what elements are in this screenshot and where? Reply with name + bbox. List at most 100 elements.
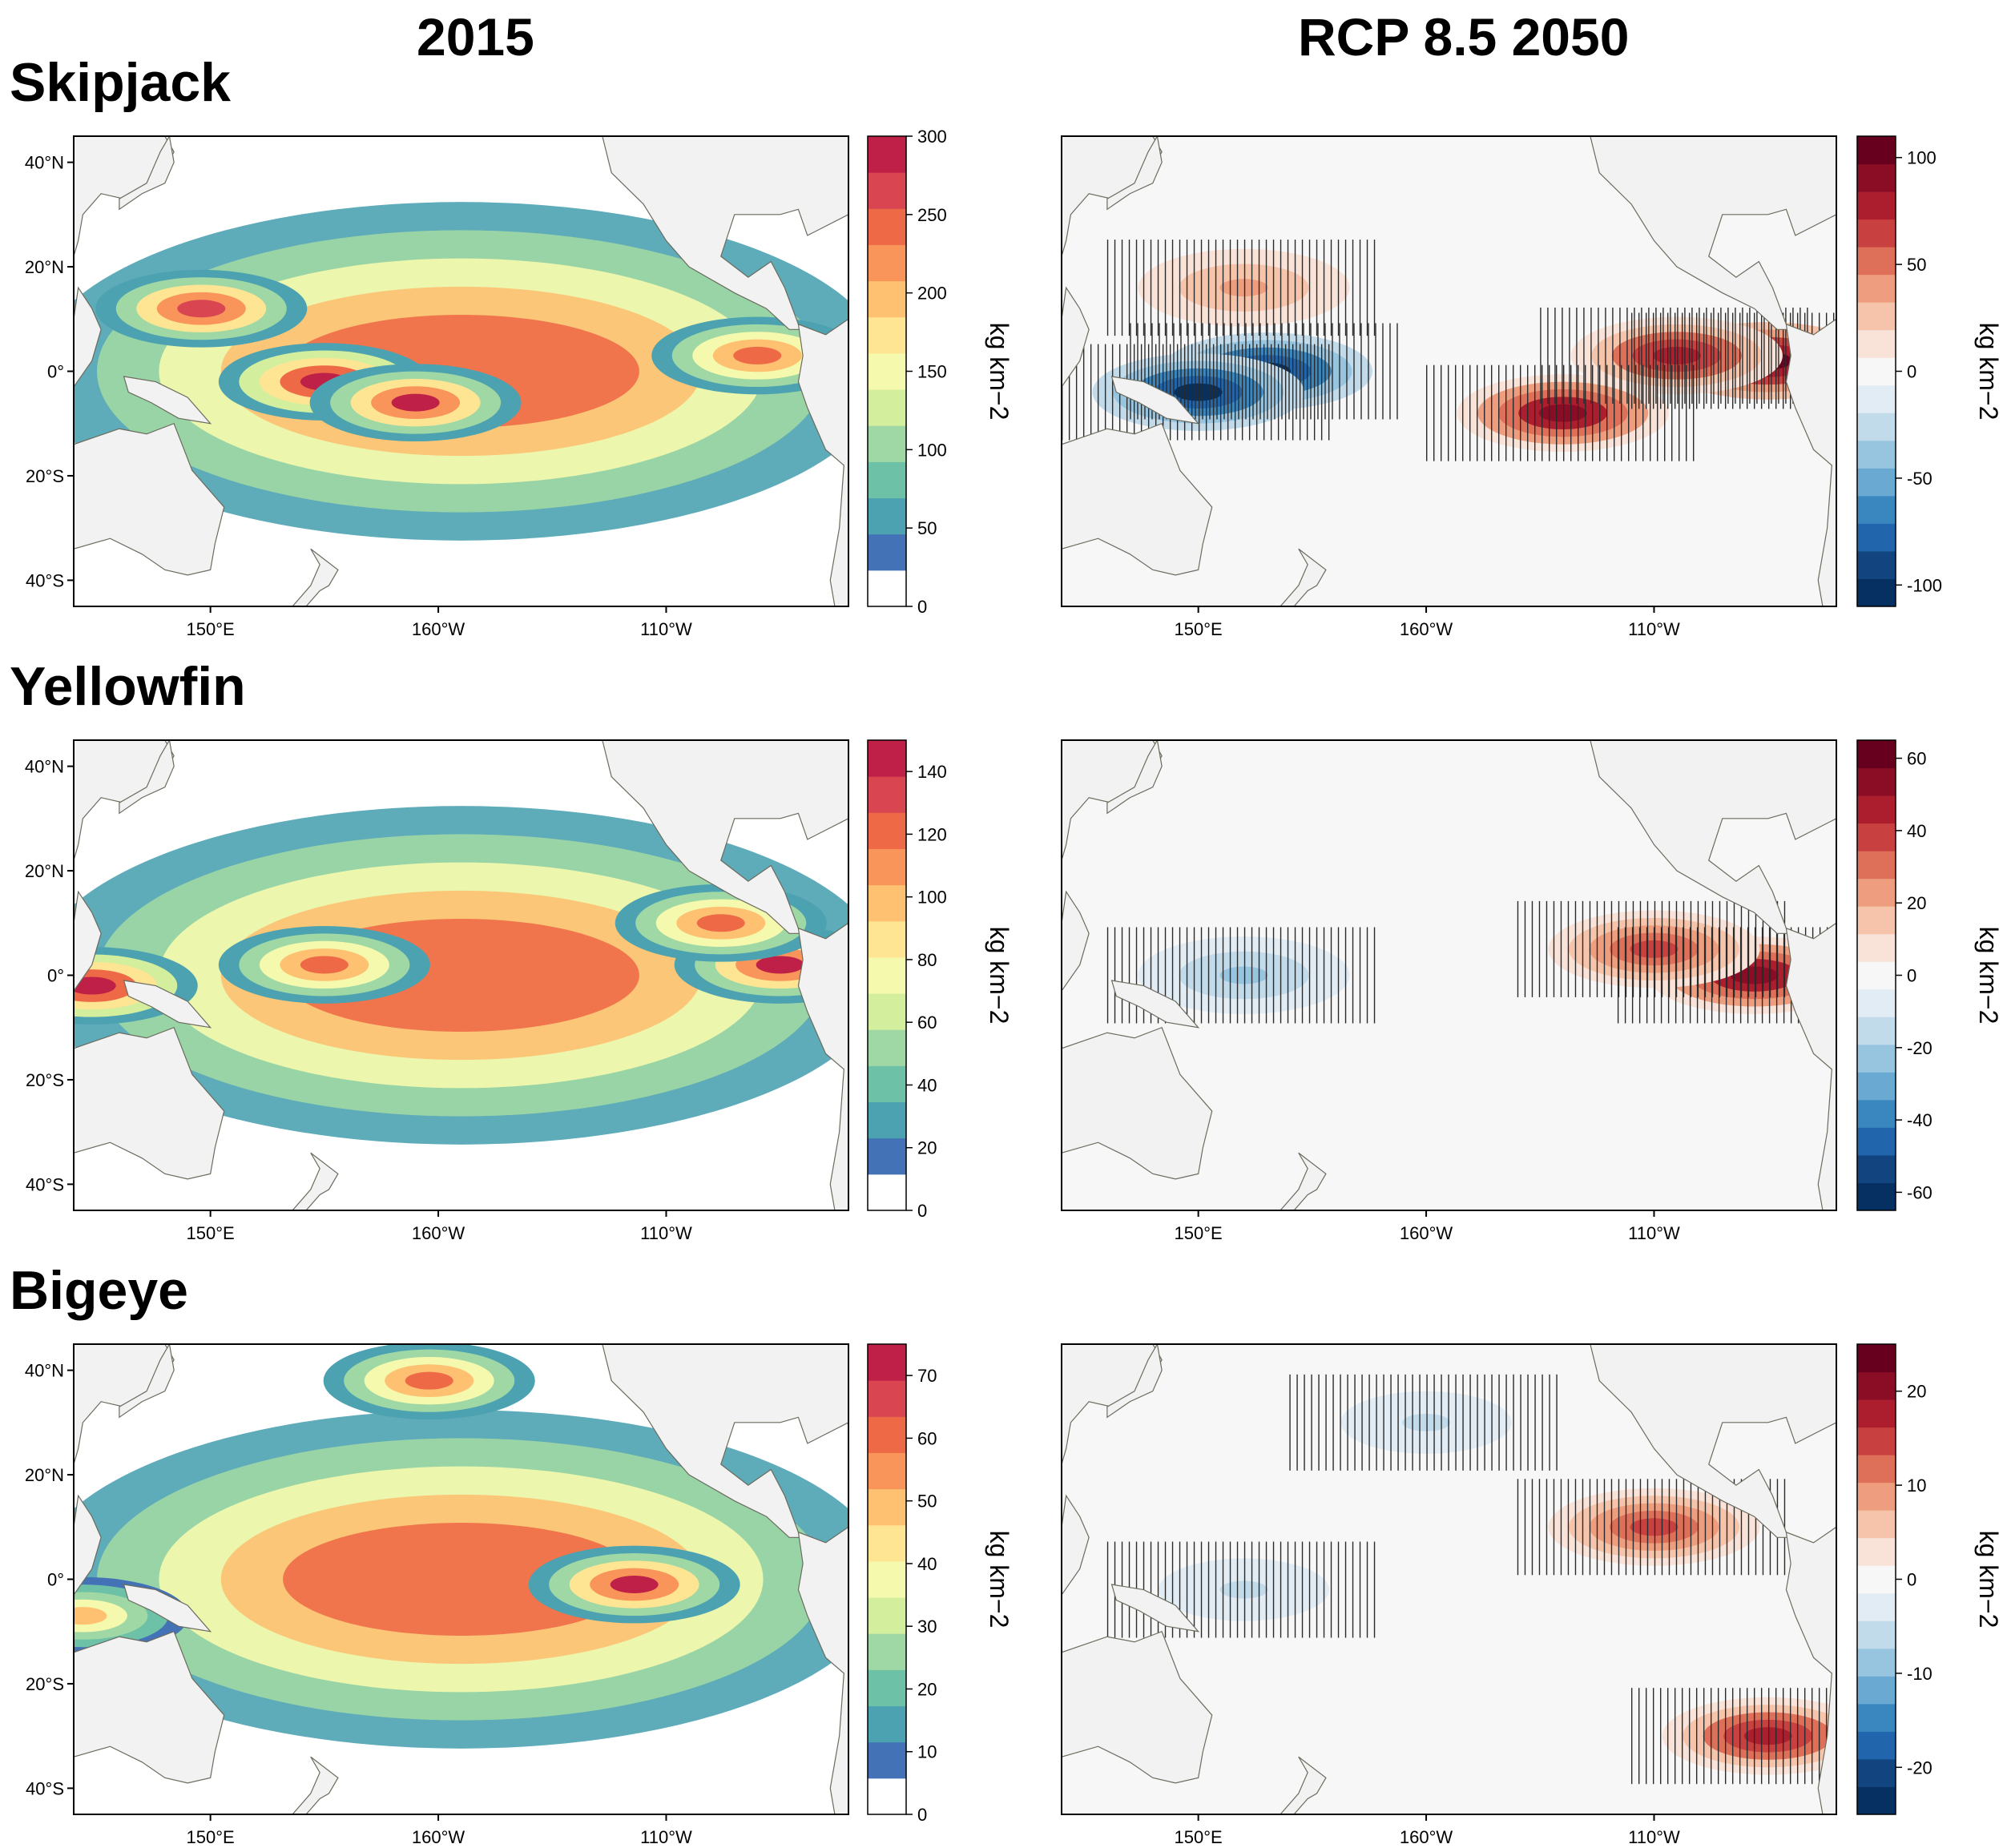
- y-tick-label: 20°S: [26, 466, 64, 486]
- colorbar-swatch: [868, 497, 906, 535]
- hotspot-2: [177, 300, 226, 318]
- land-mass: [529, 1344, 848, 1538]
- colorbar-tick-label: 60: [917, 1013, 937, 1033]
- land-mass: [74, 422, 225, 576]
- colorbar-swatch: [868, 1524, 906, 1562]
- y-tick-label: 20°N: [25, 257, 64, 277]
- x-tick-label: 150°E: [1175, 1827, 1223, 1847]
- colorbar-swatch: [1857, 1017, 1896, 1045]
- map-panel-4: 150°E 160°W 110°W 40°N 20°N 0° 20°S 40°S: [25, 1343, 849, 1847]
- colorbar-swatch: [1857, 795, 1896, 824]
- colorbar-swatch: [868, 1741, 906, 1779]
- colorbar-swatch: [868, 1065, 906, 1103]
- colorbar-swatch: [868, 136, 906, 173]
- hotspot-4: [1652, 346, 1701, 364]
- land-mass: [74, 286, 102, 389]
- hotspot-3: [1219, 1580, 1268, 1599]
- land-mass: [1062, 422, 1213, 576]
- colorbar-unit-label: kg km−2: [1974, 1531, 2003, 1629]
- colorbar-tick-label: 50: [1907, 255, 1926, 275]
- land-mass: [1110, 376, 1200, 425]
- colorbar-swatch: [868, 920, 906, 958]
- land-mass: [529, 136, 848, 330]
- colorbar-swatch: [868, 1137, 906, 1175]
- land-mass: [797, 1526, 848, 1814]
- colorbar: 0 20 40 60 80 100 120 140 kg km−2: [867, 739, 1014, 1221]
- colorbar-swatch: [868, 1560, 906, 1598]
- colorbar-swatch: [1857, 495, 1896, 524]
- x-tick-label: 160°W: [1400, 1223, 1453, 1243]
- colorbar-swatch: [868, 956, 906, 994]
- colorbar-swatch: [1857, 906, 1896, 935]
- colorbar-swatch: [868, 884, 906, 922]
- x-tick-label: 110°W: [640, 619, 692, 639]
- colorbar-tick-label: 300: [917, 127, 947, 147]
- hotspot-1: [405, 1371, 453, 1390]
- species-label-skipjack: Skipjack: [10, 52, 231, 113]
- colorbar-swatch: [868, 1669, 906, 1707]
- colorbar-tick-label: 200: [917, 284, 947, 304]
- colorbar-swatch: [868, 533, 906, 571]
- colorbar-swatch: [1857, 357, 1896, 386]
- land-mass: [123, 376, 212, 425]
- colorbar: -100 -50 0 50 100 kg km−2: [1856, 135, 2003, 607]
- colorbar-swatch: [868, 1174, 906, 1211]
- colorbar-swatch: [868, 1633, 906, 1670]
- colorbar-tick-label: 20: [1907, 893, 1926, 913]
- map-panel-1: 150°E 160°W 110°W: [1061, 135, 1837, 639]
- colorbar-swatch: [1857, 274, 1896, 303]
- colorbar-swatch: [1857, 1371, 1896, 1400]
- x-tick-label: 110°W: [1628, 1223, 1680, 1243]
- land-mass: [119, 136, 175, 211]
- colorbar-unit-label: kg km−2: [1974, 927, 2003, 1025]
- colorbar-tick-label: -100: [1907, 575, 1942, 595]
- colorbar-swatch: [1857, 1758, 1896, 1787]
- colorbar-unit-label: kg km−2: [1974, 323, 2003, 421]
- colorbar-swatch: [1857, 302, 1896, 331]
- colorbar-swatch: [1857, 740, 1896, 769]
- colorbar-tick-label: 0: [917, 1805, 927, 1825]
- land-mass: [1062, 890, 1090, 992]
- y-tick-label: 0°: [47, 966, 64, 986]
- colorbar-swatch: [1857, 329, 1896, 358]
- x-tick-label: 110°W: [640, 1827, 692, 1847]
- y-tick-label: 20°N: [25, 861, 64, 881]
- colorbar-tick-label: 70: [917, 1366, 937, 1386]
- colorbar-swatch: [1857, 961, 1896, 990]
- colorbar-tick-label: 60: [917, 1428, 937, 1448]
- hotspot-2: [74, 1607, 107, 1625]
- map-panel-3: 150°E 160°W 110°W: [1061, 739, 1837, 1243]
- colorbar-swatch: [868, 812, 906, 849]
- colorbar-swatch: [1857, 1676, 1896, 1705]
- x-tick-label: 160°W: [1400, 1827, 1453, 1847]
- colorbar-swatch: [1857, 1154, 1896, 1183]
- x-tick-label: 150°E: [187, 1827, 235, 1847]
- y-tick-label: 40°S: [26, 1778, 64, 1798]
- x-tick-label: 110°W: [1628, 1827, 1680, 1847]
- hotspot-2: [1538, 404, 1587, 422]
- land-mass: [1785, 1526, 1836, 1814]
- colorbar-tick-label: 120: [917, 824, 947, 844]
- colorbar-swatch: [868, 425, 906, 462]
- colorbar-swatch: [868, 389, 906, 426]
- y-tick-label: 40°S: [26, 1174, 64, 1194]
- hotspot-0: [74, 976, 116, 995]
- hotspot-3: [696, 914, 745, 932]
- land-mass: [1517, 740, 1836, 934]
- y-tick-label: 20°N: [25, 1465, 64, 1485]
- colorbar-swatch: [1857, 851, 1896, 880]
- colorbar-tick-label: 20: [1907, 1382, 1926, 1402]
- colorbar: -60 -40 -20 0 20 40 60 kg km−2: [1856, 739, 2003, 1211]
- land-mass: [74, 1630, 225, 1784]
- land-mass: [119, 740, 175, 815]
- colorbar-swatch: [1857, 550, 1896, 579]
- colorbar-swatch: [1857, 1427, 1896, 1455]
- colorbar-tick-label: 150: [917, 362, 947, 382]
- colorbar-tick-label: 50: [917, 518, 937, 538]
- y-tick-label: 40°N: [25, 1361, 64, 1381]
- hotspot-1: [1730, 966, 1779, 984]
- land-mass: [529, 740, 848, 934]
- land-mass: [1110, 980, 1200, 1029]
- land-mass: [1785, 318, 1836, 606]
- colorbar-swatch: [1857, 523, 1896, 552]
